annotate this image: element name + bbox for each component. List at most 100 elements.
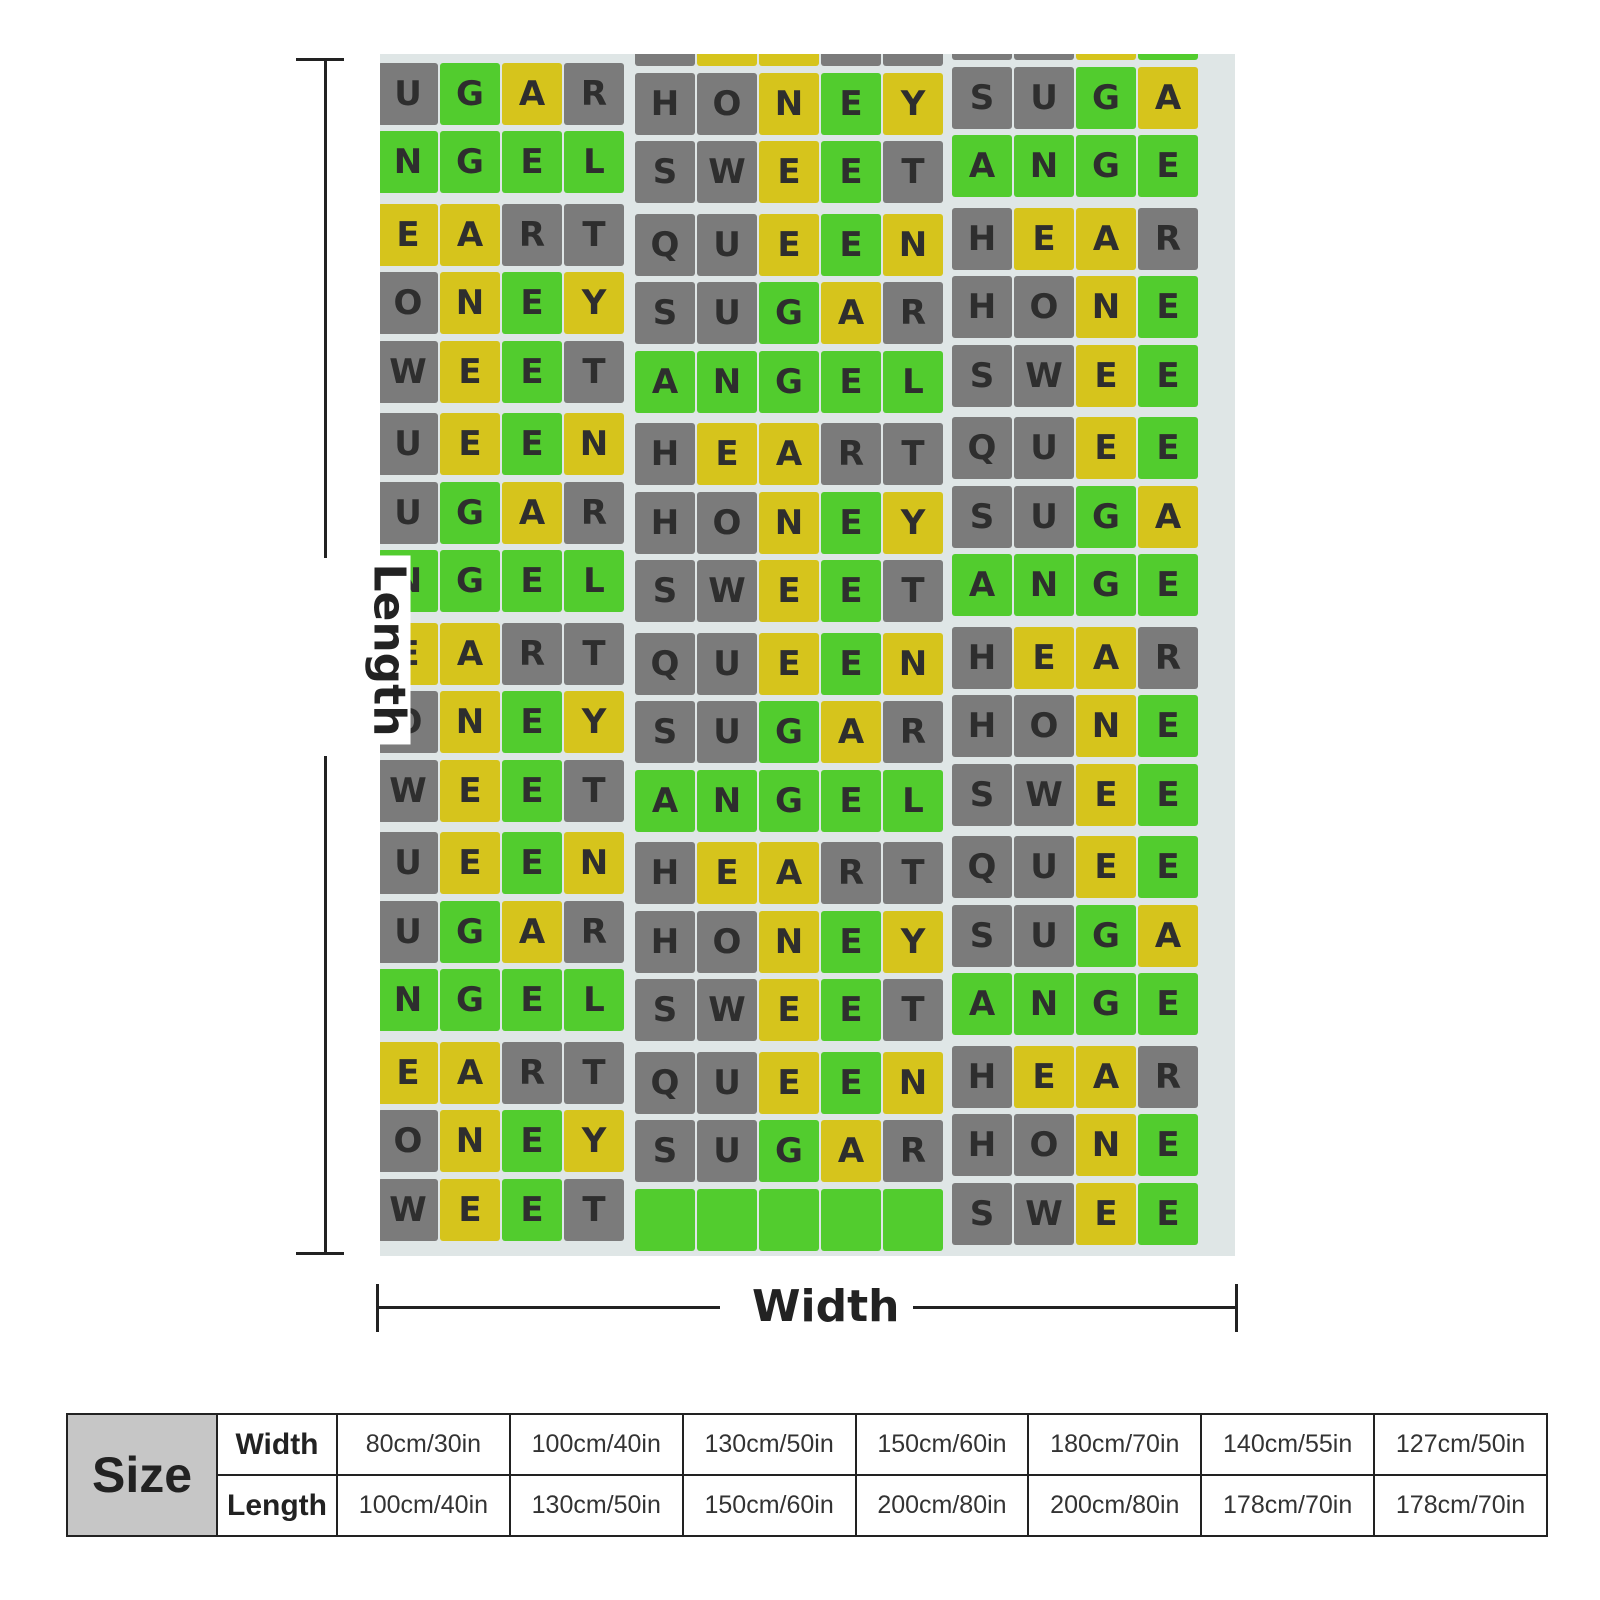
letter-tile: O bbox=[697, 72, 757, 135]
length-value: 150cm/60in bbox=[681, 1474, 857, 1537]
letter-tile: A bbox=[821, 1120, 881, 1182]
letter-tile: E bbox=[759, 632, 819, 695]
letter-tile: N bbox=[759, 72, 819, 135]
letter-tile: R bbox=[1138, 1045, 1198, 1108]
letter-tile: U bbox=[697, 701, 757, 763]
letter-tile: E bbox=[1076, 1182, 1136, 1245]
letter-tile: E bbox=[697, 423, 757, 485]
letter-tile: A bbox=[635, 769, 695, 832]
letter-tile: R bbox=[821, 423, 881, 485]
letter-tile: S bbox=[635, 141, 695, 203]
letter-tile: U bbox=[697, 1120, 757, 1182]
letter-tile: G bbox=[440, 550, 500, 612]
size-table-title: Size bbox=[66, 1413, 218, 1537]
letter-tile: U bbox=[697, 1051, 757, 1114]
letter-tile: U bbox=[1014, 66, 1074, 129]
letter-tile: E bbox=[380, 203, 438, 266]
letter-tile: R bbox=[502, 1041, 562, 1104]
letter-tile: U bbox=[380, 900, 438, 963]
letter-tile: O bbox=[380, 272, 438, 334]
letter-tile: E bbox=[1138, 417, 1198, 479]
letter-tile: E bbox=[821, 910, 881, 973]
letter-tile: E bbox=[1138, 695, 1198, 757]
letter-tile: R bbox=[821, 842, 881, 904]
row-label-length: Length bbox=[216, 1474, 338, 1537]
letter-tile: E bbox=[440, 413, 500, 475]
letter-tile: E bbox=[821, 632, 881, 695]
letter-tile: H bbox=[635, 491, 695, 554]
letter-tile: A bbox=[440, 203, 500, 266]
letter-tile: E bbox=[759, 1051, 819, 1114]
letter-tile: U bbox=[1014, 485, 1074, 548]
letter-tile: A bbox=[821, 282, 881, 344]
length-line-lower bbox=[324, 756, 327, 1254]
letter-tile: W bbox=[1014, 763, 1074, 826]
letter-tile: A bbox=[1138, 904, 1198, 967]
letter-tile: A bbox=[759, 423, 819, 485]
letter-tile bbox=[821, 1188, 881, 1251]
letter-tile: L bbox=[883, 350, 943, 413]
letter-tile: A bbox=[1076, 1045, 1136, 1108]
letter-tile bbox=[1014, 54, 1074, 60]
letter-tile: T bbox=[564, 203, 624, 266]
letter-tile: E bbox=[1014, 1045, 1074, 1108]
letter-tile: A bbox=[1138, 485, 1198, 548]
letter-tile: Q bbox=[635, 632, 695, 695]
letter-tile: E bbox=[1138, 554, 1198, 616]
width-value: 127cm/50in bbox=[1373, 1413, 1548, 1476]
letter-tile bbox=[883, 1188, 943, 1251]
letter-tile: E bbox=[759, 979, 819, 1041]
letter-tile: E bbox=[1138, 276, 1198, 338]
letter-tile bbox=[697, 54, 757, 66]
letter-tile: Q bbox=[952, 417, 1012, 479]
letter-tile: E bbox=[502, 1110, 562, 1172]
letter-tile: H bbox=[635, 72, 695, 135]
letter-tile: A bbox=[502, 900, 562, 963]
letter-tile: A bbox=[1076, 207, 1136, 270]
letter-tile: E bbox=[502, 550, 562, 612]
letter-tile: E bbox=[1138, 763, 1198, 826]
letter-tile: E bbox=[440, 1178, 500, 1241]
letter-tile: U bbox=[1014, 417, 1074, 479]
length-value: 130cm/50in bbox=[508, 1474, 684, 1537]
letter-tile: E bbox=[502, 1178, 562, 1241]
length-top-tick bbox=[296, 58, 344, 61]
letter-tile: W bbox=[697, 979, 757, 1041]
letter-tile: E bbox=[440, 832, 500, 894]
letter-tile: G bbox=[440, 131, 500, 193]
letter-tile: Y bbox=[440, 54, 500, 56]
letter-tile: S bbox=[952, 904, 1012, 967]
letter-tile: N bbox=[564, 832, 624, 894]
size-table-row-length: Length 100cm/40in 130cm/50in 150cm/60in … bbox=[67, 1474, 1548, 1537]
letter-tile: N bbox=[1076, 1114, 1136, 1176]
letter-tile: N bbox=[440, 691, 500, 753]
letter-tile: U bbox=[380, 413, 438, 475]
letter-tile: W bbox=[1014, 1182, 1074, 1245]
letter-tile: S bbox=[635, 979, 695, 1041]
letter-tile bbox=[1076, 54, 1136, 60]
letter-tile: N bbox=[883, 213, 943, 276]
letter-tile: E bbox=[821, 350, 881, 413]
letter-tile: E bbox=[821, 213, 881, 276]
letter-tile: H bbox=[952, 207, 1012, 270]
letter-tile: E bbox=[759, 213, 819, 276]
letter-tile: X bbox=[564, 54, 624, 56]
letter-tile: R bbox=[1138, 207, 1198, 270]
letter-tile: Y bbox=[883, 910, 943, 973]
letter-tile: R bbox=[564, 900, 624, 963]
width-value: 80cm/30in bbox=[336, 1413, 511, 1476]
letter-tile: S bbox=[635, 701, 695, 763]
letter-tile: N bbox=[697, 769, 757, 832]
letter-tile: S bbox=[952, 66, 1012, 129]
letter-tile: N bbox=[380, 969, 438, 1031]
width-line-left bbox=[376, 1306, 720, 1309]
letter-tile: W bbox=[697, 560, 757, 622]
letter-tile: A bbox=[821, 701, 881, 763]
letter-tile: E bbox=[502, 759, 562, 822]
letter-tile: T bbox=[883, 842, 943, 904]
letter-tile: N bbox=[1014, 135, 1074, 197]
letter-tile: O bbox=[1014, 695, 1074, 757]
letter-tile: O bbox=[1014, 1114, 1074, 1176]
letter-tile: E bbox=[1138, 973, 1198, 1035]
letter-tile: E bbox=[821, 141, 881, 203]
